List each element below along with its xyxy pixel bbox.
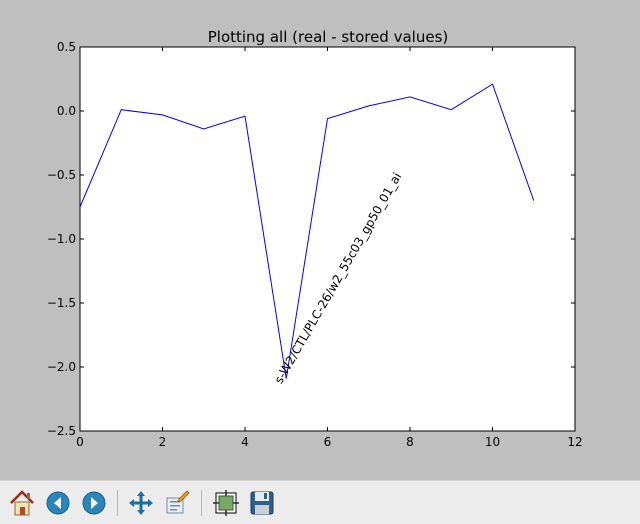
figure-canvas: Plotting all (real - stored values) 0 2 4 6… [47, 28, 583, 449]
toolbar-separator [201, 490, 202, 516]
subplots-icon [213, 490, 239, 516]
y-tick-label: −2.0 [47, 360, 76, 374]
arrow-left-icon [46, 491, 70, 515]
forward-button[interactable] [79, 488, 109, 518]
series-layer [79, 83, 535, 379]
y-tick-label: −0.5 [47, 168, 76, 182]
save-button[interactable] [247, 488, 277, 518]
navigation-toolbar [0, 480, 640, 524]
x-tick-label: 2 [159, 435, 167, 449]
home-icon [10, 490, 34, 516]
x-tick-label: 0 [76, 435, 84, 449]
y-axis: 0.5 0.0 −0.5 −1.0 −1.5 −2.0 −2.5 [47, 40, 575, 438]
floppy-disk-icon [250, 491, 274, 515]
x-tick-label: 4 [241, 435, 249, 449]
y-tick-label: 0.5 [57, 40, 76, 54]
y-tick-label: 0.0 [57, 104, 76, 118]
home-button[interactable] [7, 488, 37, 518]
x-axis: 0 2 4 6 8 10 12 [76, 47, 583, 449]
y-tick-label: −1.0 [47, 232, 76, 246]
back-button[interactable] [43, 488, 73, 518]
toolbar-separator [117, 490, 118, 516]
plot-area [79, 46, 576, 432]
zoom-button[interactable] [162, 488, 192, 518]
chart-title: Plotting all (real - stored values) [208, 28, 449, 46]
x-tick-label: 6 [324, 435, 332, 449]
x-tick-label: 12 [567, 435, 582, 449]
y-tick-label: −1.5 [47, 296, 76, 310]
subplots-button[interactable] [211, 488, 241, 518]
move-icon [129, 491, 153, 515]
x-tick-label: 10 [485, 435, 500, 449]
arrow-right-icon [82, 491, 106, 515]
pan-button[interactable] [126, 488, 156, 518]
y-tick-label: −2.5 [47, 424, 76, 438]
series-line [79, 83, 535, 379]
x-tick-label: 8 [406, 435, 414, 449]
zoom-rect-icon [166, 490, 190, 514]
